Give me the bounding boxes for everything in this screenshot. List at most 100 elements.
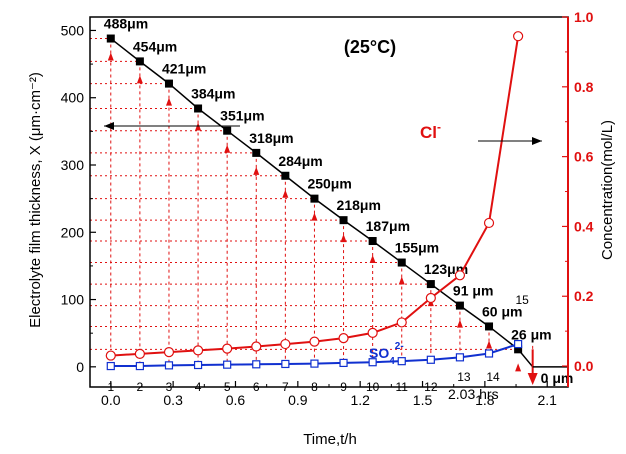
guide-arrow — [107, 52, 114, 61]
x-tick-label: 1.8 — [475, 392, 495, 408]
so4-point — [514, 339, 523, 349]
thickness-label: 218μm — [337, 197, 381, 213]
thickness-label: 318μm — [249, 130, 293, 146]
x-tick-label: 0.9 — [288, 392, 308, 408]
thickness-label: 384μm — [191, 85, 235, 101]
cl-point — [513, 31, 524, 42]
guide-arrow — [282, 189, 289, 198]
guide-arrow — [311, 212, 318, 221]
y-tick-label-right: 0.0 — [574, 358, 594, 374]
guide-arrow — [456, 319, 463, 328]
y-tick-label-right: 0.6 — [574, 149, 594, 165]
chart-title: (25°C) — [344, 37, 396, 57]
thickness-point — [339, 216, 348, 225]
x-tick-label: 0.0 — [101, 392, 121, 408]
cl-point — [280, 338, 291, 350]
so4-point — [106, 361, 115, 371]
so4-point — [223, 360, 232, 369]
y-tick-label-right: 1.0 — [574, 9, 594, 25]
cl-point — [134, 348, 145, 359]
thickness-point — [252, 148, 261, 157]
cl-series-label: Cl- — [420, 120, 441, 142]
y-tick-label-left: 200 — [61, 224, 85, 240]
x-tick-label: 0.3 — [163, 392, 183, 408]
guide-arrow — [224, 144, 231, 153]
x-tick-label: 1.2 — [350, 392, 370, 408]
x-tick-label: 2.1 — [537, 392, 557, 408]
thickness-point — [164, 79, 173, 88]
left-axis-arrowhead — [104, 122, 114, 130]
thickness-point — [106, 34, 115, 43]
point-index: 13 — [457, 370, 471, 384]
cl-point — [163, 346, 175, 358]
y-tick-label-right: 0.8 — [574, 79, 594, 95]
thickness-label: 0 μm — [541, 370, 574, 386]
y-axis-label-left: Electrolyte film thickness, X (μm·cm⁻²) — [27, 72, 44, 328]
so4-point — [484, 349, 494, 358]
thickness-label: 488μm — [104, 16, 148, 32]
so4-point — [164, 361, 174, 370]
cl-label-text: Cl — [420, 123, 437, 142]
cl-label-sup: - — [437, 120, 441, 134]
thickness-point — [194, 104, 203, 113]
y-tick-label-left: 300 — [61, 157, 85, 173]
thickness-label: 454μm — [133, 38, 177, 54]
x-tick-label: 0.6 — [226, 392, 246, 408]
thickness-label: 155μm — [395, 240, 439, 256]
cl-point — [251, 341, 262, 352]
thickness-label: 351μm — [220, 108, 264, 124]
cl-point — [396, 317, 407, 328]
end-time-label: 2.03 hrs — [448, 386, 499, 402]
axes-layer: 0.0 0.3 0.6 0.9 1.2 1.5 1.8 2.1 0 100 200 300 400 500… — [61, 9, 594, 408]
so4-point — [310, 359, 319, 368]
thickness-point — [310, 194, 319, 203]
x-tick-label: 1.5 — [413, 392, 433, 408]
guide-lines — [90, 38, 534, 372]
guide-arrow — [515, 363, 522, 372]
so4-label-sub: 4 — [389, 356, 395, 367]
so4-point — [135, 361, 144, 371]
guide-arrow — [136, 75, 143, 84]
thickness-label: 250μm — [307, 176, 351, 192]
cl-point — [425, 292, 436, 304]
y-tick-label-left: 500 — [61, 22, 85, 38]
so4-series-label: SO42- — [369, 341, 404, 367]
so4-point — [368, 358, 377, 367]
so4-point — [193, 360, 203, 370]
series-layer: 488μm 454μm 421μm 384μm 351μm 318μm 284μm 250μm… — [104, 16, 574, 394]
so4-label-text: SO — [369, 345, 389, 361]
so4-label-sup: 2- — [395, 341, 404, 352]
thickness-label: 187μm — [366, 218, 410, 234]
thickness-point — [223, 126, 232, 135]
thickness-point — [485, 322, 494, 331]
thickness-label: 60 μm — [482, 303, 522, 319]
so4-point — [426, 355, 435, 364]
guide-arrow — [253, 166, 260, 175]
so4-point — [281, 359, 290, 369]
y-tick-label-left: 100 — [61, 292, 85, 308]
thickness-label: 284μm — [278, 153, 322, 169]
so4-point — [339, 358, 348, 368]
guide-arrow — [398, 276, 405, 285]
point-index: 14 — [486, 370, 500, 384]
y-tick-label-right: 0.2 — [574, 288, 594, 304]
y-tick-label-left: 400 — [61, 90, 85, 106]
so4-point — [455, 353, 465, 362]
cl-point — [222, 343, 233, 354]
cl-point — [367, 327, 378, 338]
cl-point — [105, 350, 116, 361]
guide-arrow — [340, 234, 347, 243]
thickness-label: 26 μm — [511, 326, 551, 342]
cl-point — [338, 333, 349, 344]
y-tick-label-right: 0.4 — [574, 218, 594, 234]
so4-point — [397, 357, 406, 366]
guide-arrow — [165, 97, 172, 106]
point-index: 15 — [515, 293, 529, 307]
cl-point — [192, 345, 204, 356]
thickness-line — [110, 37, 534, 368]
y-axis-label-right: Concentration(mol/L) — [599, 120, 616, 260]
cl-point — [483, 217, 495, 229]
guide-arrow — [369, 255, 376, 264]
so4-point — [252, 360, 261, 369]
